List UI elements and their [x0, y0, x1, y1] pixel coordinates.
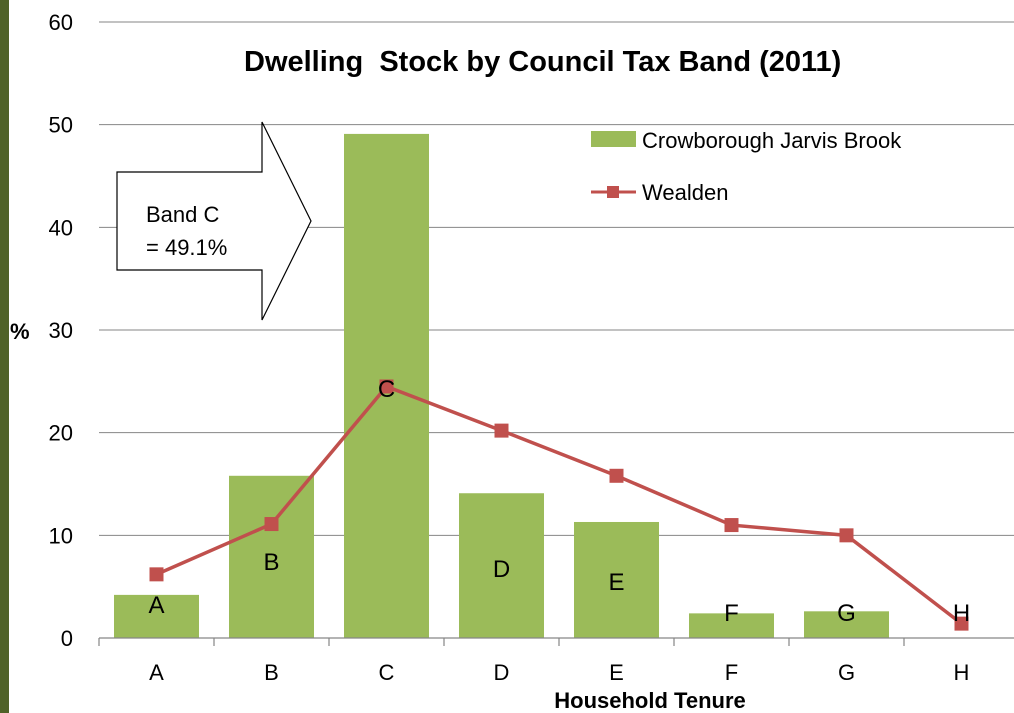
x-tick-label: H [954, 660, 970, 685]
bar-data-label: D [493, 556, 510, 583]
bar [229, 475, 314, 638]
callout-arrow: Band C = 49.1% [116, 121, 312, 321]
bar-data-label: G [837, 600, 856, 627]
legend: Crowborough Jarvis Brook Wealden [591, 128, 902, 205]
y-tick-label: 20 [49, 421, 73, 446]
left-border-strip [0, 0, 9, 713]
bar-data-label: E [608, 569, 624, 596]
x-tick-label: F [725, 660, 738, 685]
y-tick-label: 50 [49, 113, 73, 138]
x-tick-label: G [838, 660, 855, 685]
line-point [609, 468, 624, 483]
labels-layer: A B C D E F G H [148, 376, 970, 627]
x-tick-label: A [149, 660, 164, 685]
bar [804, 611, 889, 638]
x-tick-label: E [609, 660, 624, 685]
legend-swatch-bar [591, 131, 636, 147]
callout-arrow-shape [116, 121, 312, 321]
chart-title: Dwelling Stock by Council Tax Band (2011… [244, 46, 841, 78]
line-point [379, 379, 394, 394]
bar-data-label: B [263, 549, 279, 576]
y-tick-label: 0 [61, 626, 73, 651]
line-series-wealden [155, 384, 963, 626]
axis-layer: 0 10 20 30 40 50 60 A B C D E F G H [49, 10, 1014, 685]
legend-label-bar: Crowborough Jarvis Brook [642, 128, 902, 153]
y-axis-title: % [10, 319, 30, 344]
line-point [839, 528, 854, 543]
x-axis-title: Household Tenure [554, 688, 746, 713]
x-tick-label: D [494, 660, 510, 685]
legend-label-line: Wealden [642, 180, 728, 205]
bar-data-label: H [953, 600, 970, 627]
bar-data-label: C [378, 376, 395, 403]
bar-data-label: A [148, 592, 164, 619]
y-tick-label: 10 [49, 523, 73, 548]
y-tick-label: 30 [49, 318, 73, 343]
bar [114, 594, 199, 638]
line-point [954, 616, 969, 631]
x-tick-label: B [264, 660, 279, 685]
callout-line1: Band C [146, 202, 219, 227]
bar-data-label: F [724, 600, 739, 627]
bar [574, 521, 659, 638]
y-tick-label: 40 [49, 215, 73, 240]
line-point [724, 518, 739, 533]
legend-swatch-marker [607, 186, 619, 198]
y-tick-label: 60 [49, 10, 73, 35]
line-point [149, 567, 164, 582]
x-tick-label: C [379, 660, 395, 685]
callout-line2: = 49.1% [146, 235, 227, 260]
line-point [494, 423, 509, 438]
bar [459, 493, 544, 638]
grid-layer [99, 21, 1014, 536]
line-point [264, 517, 279, 532]
bar [689, 613, 774, 638]
line-layer [149, 379, 969, 631]
